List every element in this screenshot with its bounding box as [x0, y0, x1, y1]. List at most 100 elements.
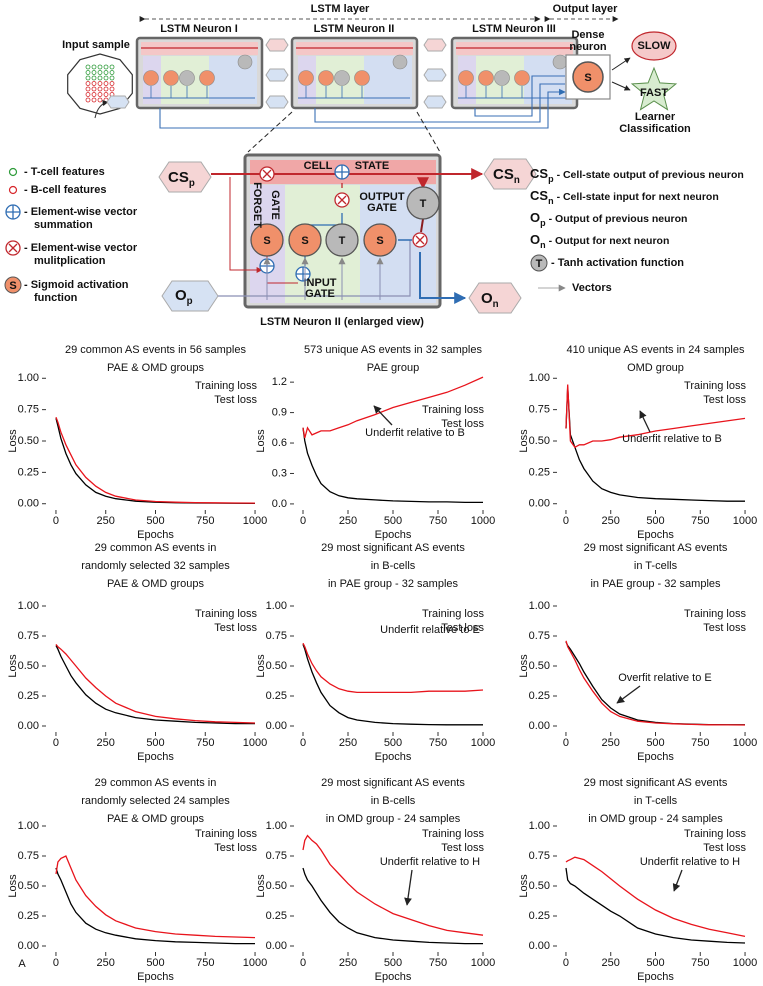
y-tick-label: 0.3: [272, 467, 287, 479]
unit: [494, 70, 510, 86]
cs-prev-label-sub: p: [189, 178, 195, 189]
feature-dot: [91, 92, 97, 97]
y-axis-label: Loss: [518, 874, 530, 898]
loss-line: [565, 387, 745, 502]
bcell-icon: [8, 185, 18, 195]
y-tick-label: 0.75: [529, 630, 550, 642]
legend-right-text: - Output for next neuron: [549, 235, 670, 247]
chart-title: in B-cells: [371, 795, 416, 807]
x-tick-label: 1000: [243, 737, 267, 749]
chart-title: randomly selected 24 samples: [81, 795, 230, 807]
loss-line: [302, 834, 484, 936]
sum-op: [6, 205, 20, 219]
slow-class: [631, 31, 677, 61]
y-tick-label: 1.00: [266, 820, 287, 832]
x-tick-label: 250: [339, 515, 357, 527]
unit: [199, 70, 215, 86]
y-axis-label: Loss: [7, 429, 19, 453]
loss-line: [302, 376, 484, 439]
y-tick-label: 0.25: [18, 910, 39, 922]
legend-entry: Test loss: [214, 842, 257, 854]
x-tick-label: 1000: [243, 957, 267, 969]
cs-next-label-sub: n: [514, 175, 520, 186]
cs-next: [483, 158, 537, 190]
feature-dot: [103, 81, 109, 86]
x-tick-label: 500: [384, 515, 402, 527]
x-tick-label: 750: [196, 515, 214, 527]
legend-entry: Test loss: [703, 842, 746, 854]
unit: [179, 70, 195, 86]
y-tick-label: 1.2: [272, 376, 287, 388]
feature-dot: [109, 75, 115, 81]
x-tick-label: 500: [146, 515, 164, 527]
legend-entry: Training loss: [195, 380, 257, 392]
loss-line: [55, 416, 256, 504]
unit: [458, 70, 474, 86]
fast-class: [630, 66, 678, 111]
x-tick-label: 500: [646, 957, 664, 969]
chart-title: 573 unique AS events in 32 samples: [304, 344, 482, 356]
panel-label: A: [18, 958, 26, 970]
legend-right-main: CS: [530, 188, 548, 203]
loss-line: [55, 867, 255, 945]
feature-dot: [109, 64, 115, 70]
hexagon: [265, 38, 289, 52]
activation-symbol: S: [376, 235, 383, 247]
annotation-arrow: [373, 405, 393, 426]
neuron-title: LSTM Neuron II: [314, 23, 395, 35]
y-tick-label: 0.50: [18, 435, 39, 447]
loss-line: [302, 644, 483, 726]
loss-line: [565, 867, 746, 944]
y-tick-label: 0.9: [272, 406, 287, 418]
x-tick-label: 750: [196, 957, 214, 969]
x-tick-label: 0: [53, 957, 59, 969]
activation-unit: [325, 223, 359, 257]
cs-prev: [158, 161, 212, 193]
x-tick-label: 0: [300, 515, 306, 527]
hexagon: [423, 68, 447, 82]
legend-entry: Training loss: [422, 404, 484, 416]
chart-title: PAE & OMD groups: [107, 362, 204, 374]
x-tick-label: 0: [53, 515, 59, 527]
o-next-label-sub: n: [493, 299, 499, 310]
class-label: FAST: [640, 87, 668, 99]
loss-line: [55, 643, 256, 724]
y-tick-label: 0.00: [529, 720, 550, 732]
y-tick-label: 0.50: [529, 880, 550, 892]
chart-title: PAE & OMD groups: [107, 578, 204, 590]
x-tick-label: 500: [384, 957, 402, 969]
legend-entry: Training loss: [684, 828, 746, 840]
annotation: Underfit relative to H: [640, 856, 740, 868]
input-line: [218, 240, 411, 297]
x-tick-label: 1000: [733, 515, 757, 527]
y-axis-label: Loss: [7, 654, 19, 678]
feature-dot: [91, 75, 97, 81]
unit: [478, 70, 494, 86]
chart-title: PAE & OMD groups: [107, 813, 204, 825]
y-tick-label: 0.00: [529, 940, 550, 952]
legend-right-item: On - Output for next neuron: [530, 232, 669, 250]
layer-label: Output layer: [553, 3, 619, 15]
chart-title: 29 most significant AS events: [321, 542, 465, 554]
chart-title: 29 most significant AS events: [584, 777, 728, 789]
legend-left-text: function: [34, 292, 78, 304]
legend-entry: Test loss: [214, 622, 257, 634]
y-tick-label: 0.00: [18, 498, 39, 510]
loss-line: [565, 856, 746, 938]
output-gate-link: [420, 218, 424, 233]
class-label: SLOW: [638, 40, 672, 52]
y-axis-label: Loss: [255, 654, 267, 678]
legend-entry: Training loss: [422, 608, 484, 620]
legend-right-main: CS: [530, 166, 548, 181]
legend-left-text: - B-cell features: [24, 184, 107, 196]
zoom-line: [247, 111, 293, 153]
feature-dot: [85, 86, 91, 92]
y-tick-label: 1.00: [18, 820, 39, 832]
x-axis-label: Epochs: [637, 529, 674, 541]
x-tick-label: 750: [429, 737, 447, 749]
feature-dot: [85, 64, 91, 70]
chart-title: OMD group: [627, 362, 684, 374]
legend-entry: Training loss: [684, 380, 746, 392]
y-tick-label: 0.50: [266, 880, 287, 892]
